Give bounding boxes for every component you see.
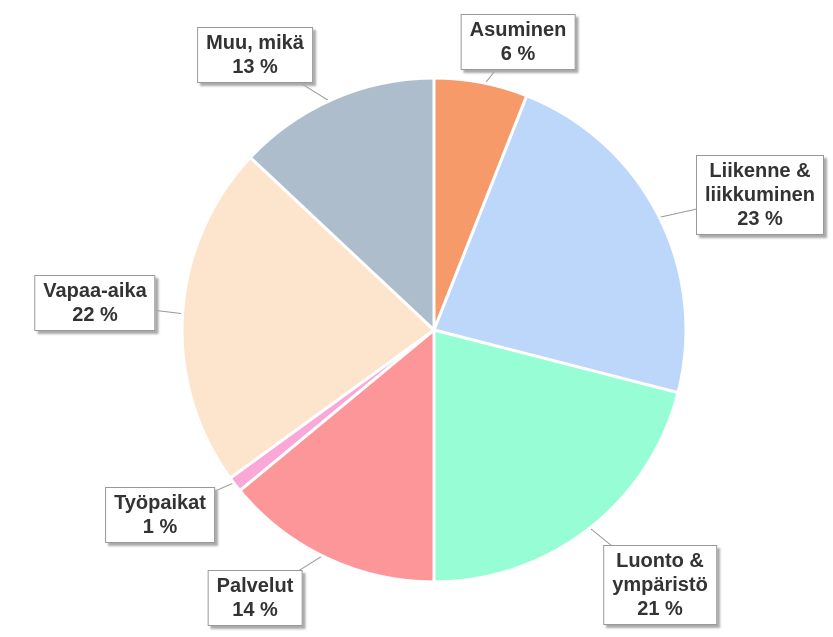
value-label: 14 % bbox=[232, 599, 278, 621]
data-label: Asuminen 6 % bbox=[460, 14, 576, 70]
value-label: 21 % bbox=[637, 598, 683, 620]
data-label: Työpaikat 1 % bbox=[105, 487, 215, 543]
category-label: Palvelut bbox=[216, 575, 294, 597]
pie-slice bbox=[180, 155, 437, 481]
pie-slice bbox=[432, 328, 680, 584]
data-label: Vapaa-aika 22 % bbox=[34, 275, 156, 331]
value-label: 13 % bbox=[232, 56, 278, 78]
value-label: 1 % bbox=[142, 516, 178, 538]
category-label: Luonto & ympäristö bbox=[612, 550, 708, 596]
category-label: Vapaa-aika bbox=[43, 280, 147, 302]
category-label: Muu, mikä bbox=[206, 32, 304, 54]
category-label: Työpaikat bbox=[114, 492, 206, 514]
data-label: Muu, mikä 13 % bbox=[197, 27, 313, 83]
data-label: Luonto & ympäristö 21 % bbox=[603, 545, 717, 625]
category-label: Liikenne & liikkuminen bbox=[704, 160, 816, 206]
value-label: 22 % bbox=[72, 304, 118, 326]
pie-slice bbox=[237, 326, 436, 584]
data-label: Palvelut 14 % bbox=[207, 570, 303, 626]
value-label: 23 % bbox=[737, 208, 783, 230]
pie-slice bbox=[431, 93, 688, 395]
value-label: 6 % bbox=[500, 43, 536, 65]
data-label: Liikenne & liikkuminen 23 % bbox=[695, 155, 825, 235]
pie-slice bbox=[248, 76, 436, 334]
category-label: Asuminen bbox=[469, 19, 567, 41]
